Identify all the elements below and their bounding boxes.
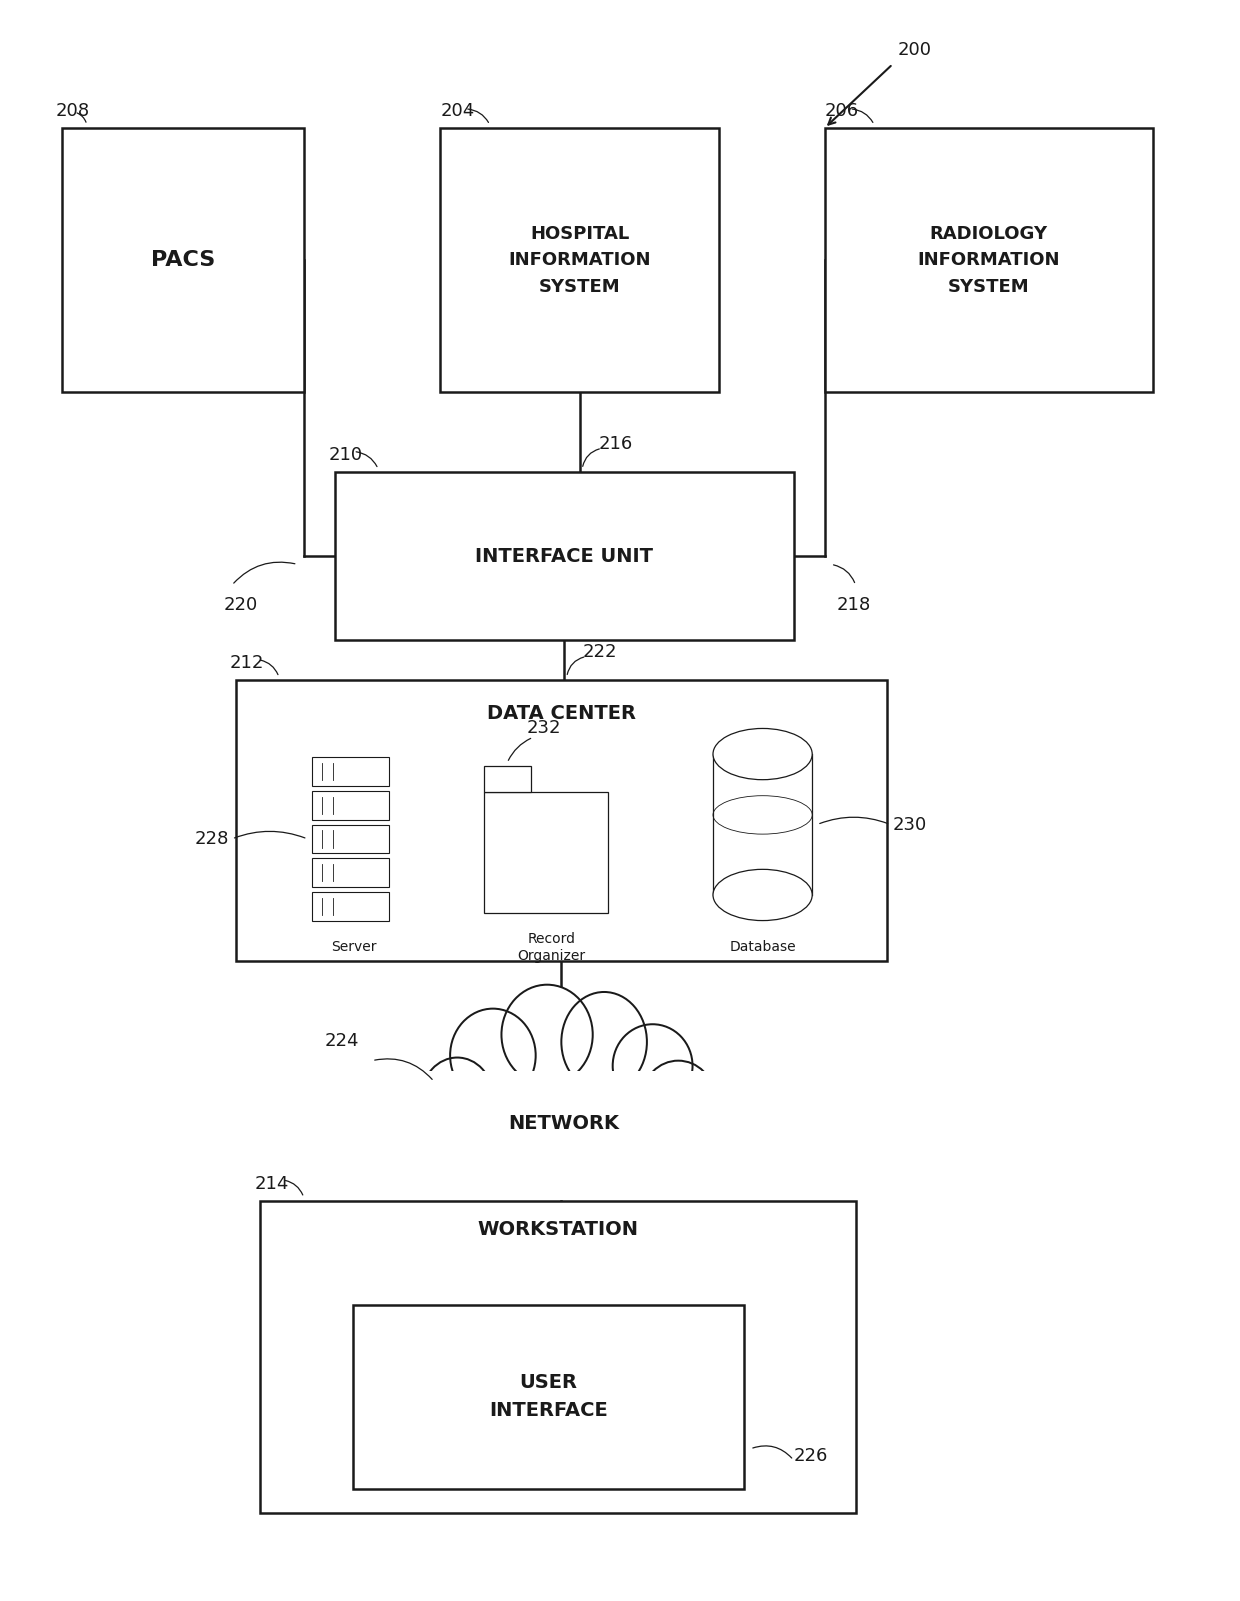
Bar — [312, 757, 389, 786]
Text: 208: 208 — [56, 102, 91, 120]
Bar — [312, 858, 389, 887]
Text: 218: 218 — [837, 597, 872, 615]
Text: Database: Database — [729, 940, 796, 954]
Text: Server: Server — [331, 940, 376, 954]
Text: Record
Organizer: Record Organizer — [518, 932, 585, 964]
Bar — [236, 680, 887, 961]
Ellipse shape — [613, 1025, 692, 1108]
Text: 212: 212 — [229, 655, 264, 672]
Text: 210: 210 — [329, 447, 363, 464]
Text: 216: 216 — [598, 435, 632, 453]
Text: 222: 222 — [583, 644, 618, 661]
Text: USER
INTERFACE: USER INTERFACE — [490, 1374, 608, 1420]
Ellipse shape — [713, 869, 812, 921]
Text: PACS: PACS — [151, 250, 215, 271]
Text: 224: 224 — [325, 1033, 360, 1050]
Text: 228: 228 — [195, 829, 229, 849]
Bar — [407, 1071, 722, 1134]
Bar — [713, 754, 812, 895]
Text: HOSPITAL
INFORMATION
SYSTEM: HOSPITAL INFORMATION SYSTEM — [508, 224, 651, 296]
Ellipse shape — [450, 1009, 536, 1101]
Ellipse shape — [422, 1058, 494, 1137]
Bar — [484, 767, 531, 792]
Bar — [484, 792, 608, 913]
Bar — [353, 1305, 744, 1489]
Bar — [260, 1201, 856, 1513]
Text: 226: 226 — [794, 1447, 828, 1465]
Bar — [407, 1108, 722, 1196]
Bar — [62, 128, 304, 392]
Text: DATA CENTER: DATA CENTER — [486, 704, 636, 724]
Ellipse shape — [501, 985, 593, 1084]
Ellipse shape — [562, 993, 647, 1092]
Text: 230: 230 — [893, 815, 928, 834]
Bar — [335, 472, 794, 640]
Text: 204: 204 — [440, 102, 475, 120]
Text: RADIOLOGY
INFORMATION
SYSTEM: RADIOLOGY INFORMATION SYSTEM — [918, 224, 1060, 296]
Ellipse shape — [436, 1041, 693, 1185]
Text: 220: 220 — [223, 597, 258, 615]
Ellipse shape — [713, 728, 812, 780]
Text: 206: 206 — [825, 102, 859, 120]
Bar — [440, 128, 719, 392]
Bar — [312, 791, 389, 820]
Text: 200: 200 — [898, 42, 931, 59]
Text: INTERFACE UNIT: INTERFACE UNIT — [475, 548, 653, 565]
Text: 214: 214 — [254, 1175, 289, 1193]
Bar — [312, 825, 389, 853]
Bar — [312, 892, 389, 921]
Ellipse shape — [642, 1060, 714, 1134]
Bar — [825, 128, 1153, 392]
Text: NETWORK: NETWORK — [508, 1114, 620, 1132]
Text: 232: 232 — [527, 719, 562, 736]
Text: WORKSTATION: WORKSTATION — [477, 1220, 639, 1239]
